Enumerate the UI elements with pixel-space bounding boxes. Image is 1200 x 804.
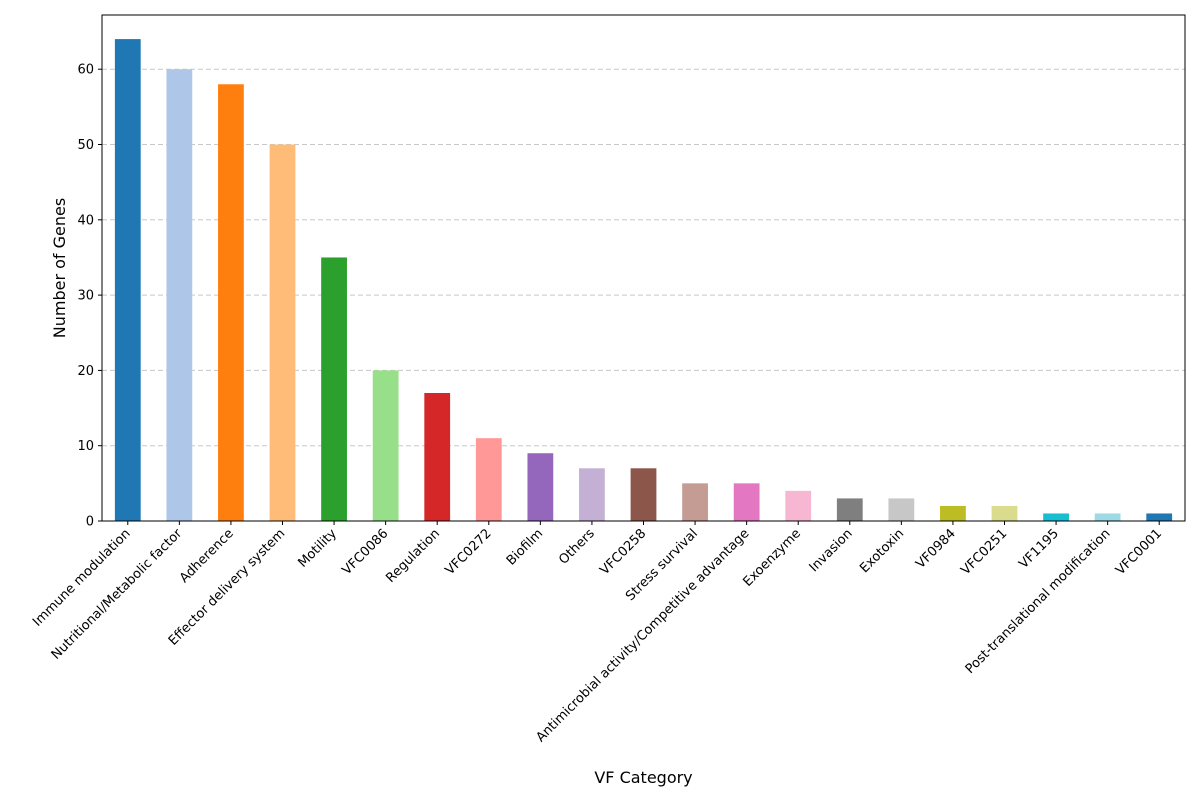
bar: [940, 505, 966, 521]
y-axis: 0 10 20 30 40 50 60: [77, 63, 102, 530]
x-tick-label: VFC0258: [597, 526, 649, 578]
bar: [321, 257, 347, 521]
x-tick-label: VFC0001: [1113, 526, 1165, 578]
bar: [836, 498, 863, 521]
x-tick-label: Motility: [295, 526, 340, 571]
bar: [475, 438, 502, 521]
x-tick-label: VF1195: [1016, 526, 1062, 572]
bar: [166, 69, 193, 521]
y-tick-label: 50: [77, 138, 94, 153]
x-tick-label: Regulation: [383, 526, 443, 586]
x-tick-label: Others: [556, 526, 598, 568]
y-axis-label: Number of Genes: [50, 198, 69, 338]
x-tick-label: VFC0272: [443, 526, 495, 578]
bar: [785, 490, 812, 521]
y-tick-label: 0: [86, 515, 94, 530]
x-tick-label: Exotoxin: [857, 526, 907, 576]
bar: [888, 498, 915, 521]
grid-lines: [102, 68, 1185, 522]
y-tick-label: 60: [77, 63, 94, 78]
bar: [630, 468, 657, 521]
bar: [1094, 513, 1121, 521]
bar: [733, 483, 760, 521]
x-tick-label: VFC0086: [339, 526, 391, 578]
y-tick-label: 10: [77, 439, 94, 454]
bar: [114, 39, 141, 521]
x-tick-label: VFC0251: [958, 526, 1010, 578]
bar: [269, 144, 296, 521]
x-tick-label: Invasion: [807, 526, 856, 575]
bar: [579, 468, 605, 521]
bar: [1043, 513, 1069, 521]
bar: [991, 505, 1018, 521]
bar: [424, 392, 451, 521]
bars: [114, 39, 1173, 522]
y-tick-label: 40: [77, 213, 94, 228]
bar: [1146, 513, 1173, 521]
x-axis-label: VF Category: [594, 768, 692, 787]
y-tick-label: 30: [77, 289, 94, 304]
x-tick-label: Biofilm: [504, 526, 546, 568]
bar: [527, 453, 554, 521]
bar: [372, 370, 399, 521]
bar: [218, 84, 244, 522]
y-tick-label: 20: [77, 364, 94, 379]
bar: [682, 483, 708, 521]
x-tick-label: VF0984: [913, 526, 959, 572]
x-tick-label: Immune modulation: [30, 526, 133, 629]
plot-frame: [101, 14, 1186, 522]
